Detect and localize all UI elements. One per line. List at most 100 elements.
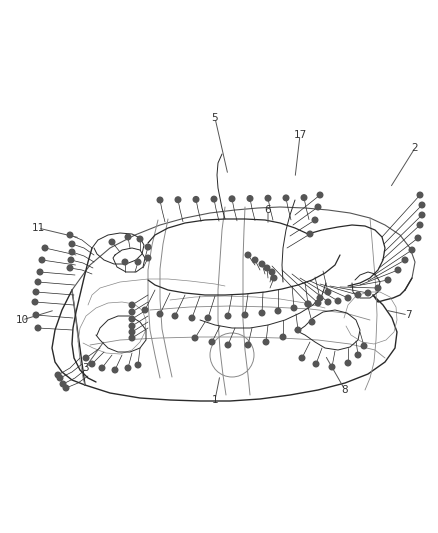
- Circle shape: [225, 342, 231, 348]
- Circle shape: [135, 259, 141, 265]
- Circle shape: [265, 196, 271, 201]
- Circle shape: [175, 197, 181, 203]
- Circle shape: [109, 239, 115, 245]
- Text: 2: 2: [412, 143, 418, 153]
- Circle shape: [305, 301, 311, 307]
- Circle shape: [317, 192, 323, 198]
- Circle shape: [259, 310, 265, 316]
- Circle shape: [365, 290, 371, 296]
- Text: 3: 3: [82, 363, 88, 373]
- Circle shape: [312, 217, 318, 223]
- Circle shape: [309, 319, 315, 325]
- Circle shape: [172, 313, 178, 319]
- Text: 17: 17: [293, 130, 307, 140]
- Circle shape: [280, 334, 286, 340]
- Circle shape: [229, 196, 235, 201]
- Circle shape: [271, 275, 277, 281]
- Circle shape: [37, 269, 43, 275]
- Circle shape: [60, 381, 66, 387]
- Circle shape: [417, 192, 423, 198]
- Circle shape: [305, 301, 311, 307]
- Text: 1: 1: [212, 395, 218, 405]
- Circle shape: [35, 279, 41, 285]
- Circle shape: [385, 277, 391, 283]
- Circle shape: [402, 257, 408, 263]
- Circle shape: [252, 257, 258, 263]
- Circle shape: [125, 234, 131, 240]
- Circle shape: [112, 367, 118, 373]
- Text: 7: 7: [405, 310, 411, 320]
- Circle shape: [395, 267, 401, 273]
- Circle shape: [129, 302, 135, 308]
- Circle shape: [409, 247, 415, 253]
- Circle shape: [355, 352, 361, 358]
- Circle shape: [275, 308, 281, 314]
- Circle shape: [283, 195, 289, 201]
- Circle shape: [307, 231, 313, 237]
- Circle shape: [259, 261, 265, 267]
- Circle shape: [32, 299, 38, 305]
- Circle shape: [245, 252, 251, 258]
- Circle shape: [417, 222, 423, 228]
- Circle shape: [335, 298, 341, 304]
- Circle shape: [99, 365, 105, 371]
- Circle shape: [142, 307, 148, 313]
- Circle shape: [55, 372, 61, 378]
- Circle shape: [375, 285, 381, 291]
- Circle shape: [67, 232, 73, 238]
- Circle shape: [57, 375, 63, 381]
- Circle shape: [325, 289, 331, 295]
- Circle shape: [295, 327, 301, 333]
- Circle shape: [269, 269, 275, 275]
- Circle shape: [129, 329, 135, 335]
- Circle shape: [145, 255, 151, 261]
- Circle shape: [242, 312, 248, 318]
- Circle shape: [137, 236, 143, 242]
- Circle shape: [33, 312, 39, 318]
- Text: 10: 10: [15, 315, 28, 325]
- Circle shape: [245, 342, 251, 348]
- Circle shape: [145, 244, 151, 250]
- Circle shape: [345, 360, 351, 366]
- Circle shape: [263, 339, 269, 345]
- Circle shape: [42, 245, 48, 251]
- Circle shape: [125, 365, 131, 371]
- Circle shape: [39, 257, 45, 263]
- Circle shape: [35, 325, 41, 331]
- Circle shape: [157, 311, 163, 317]
- Circle shape: [157, 197, 163, 203]
- Circle shape: [291, 305, 297, 311]
- Circle shape: [415, 235, 421, 241]
- Circle shape: [345, 295, 351, 301]
- Circle shape: [129, 316, 135, 322]
- Circle shape: [264, 265, 270, 271]
- Circle shape: [301, 195, 307, 200]
- Circle shape: [129, 323, 135, 329]
- Circle shape: [419, 202, 425, 208]
- Circle shape: [83, 355, 89, 361]
- Circle shape: [135, 362, 141, 368]
- Circle shape: [122, 259, 128, 265]
- Circle shape: [69, 241, 75, 247]
- Circle shape: [129, 309, 135, 315]
- Circle shape: [69, 249, 75, 255]
- Circle shape: [225, 313, 231, 319]
- Circle shape: [317, 295, 323, 301]
- Text: 5: 5: [212, 113, 218, 123]
- Circle shape: [68, 257, 74, 263]
- Circle shape: [129, 335, 135, 341]
- Circle shape: [209, 339, 215, 345]
- Circle shape: [361, 343, 367, 349]
- Circle shape: [329, 364, 335, 370]
- Circle shape: [67, 265, 73, 271]
- Circle shape: [192, 335, 198, 341]
- Circle shape: [299, 355, 305, 361]
- Circle shape: [193, 197, 199, 202]
- Circle shape: [33, 289, 39, 295]
- Circle shape: [211, 196, 217, 202]
- Text: 8: 8: [342, 385, 348, 395]
- Circle shape: [205, 315, 211, 321]
- Text: 11: 11: [32, 223, 45, 233]
- Circle shape: [247, 196, 253, 201]
- Circle shape: [63, 385, 69, 391]
